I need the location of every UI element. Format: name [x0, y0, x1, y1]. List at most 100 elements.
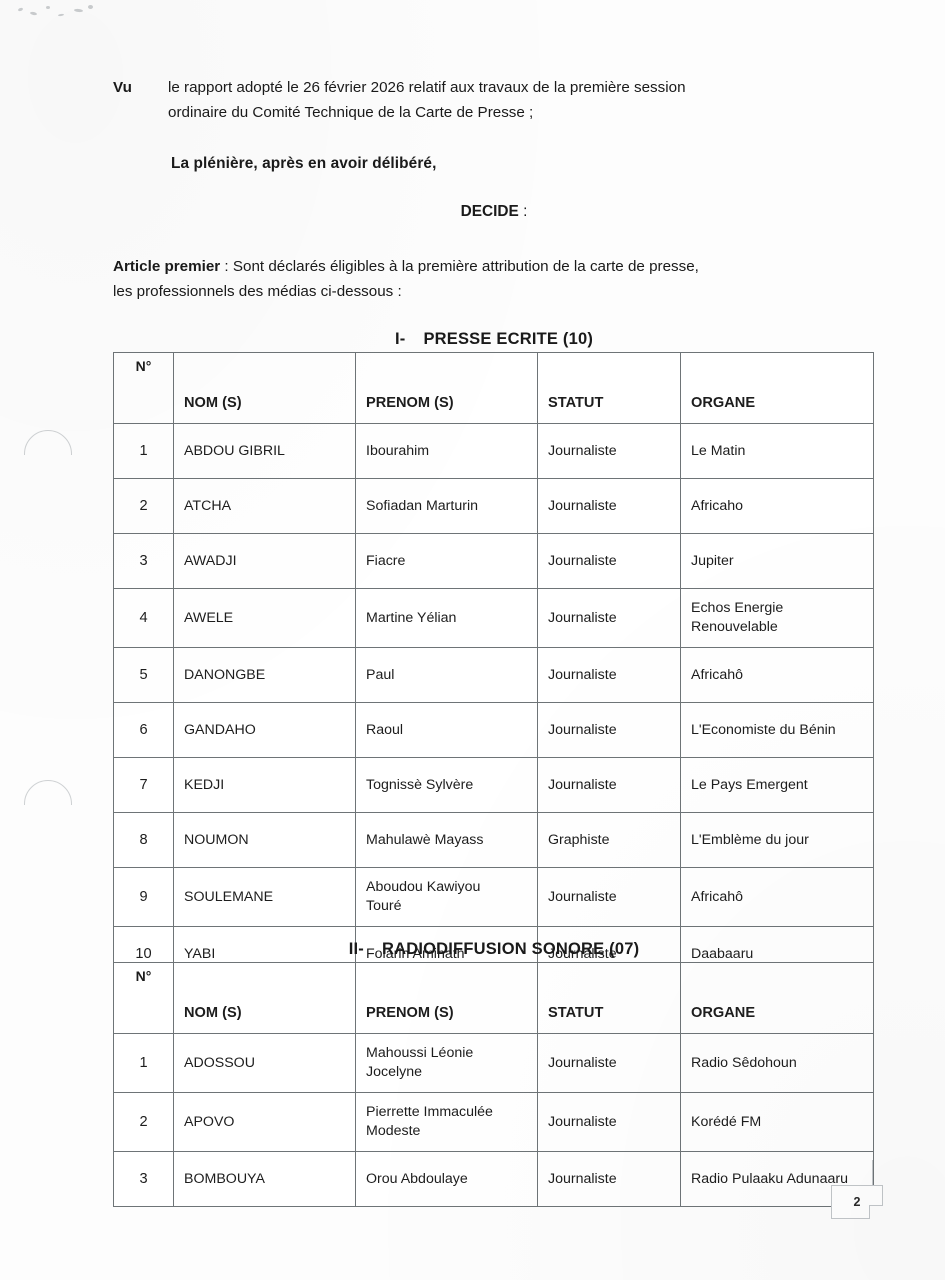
scan-speck — [57, 13, 65, 17]
page-number-badge: 2 — [831, 1185, 883, 1219]
cell-nom: KEDJI — [173, 757, 356, 813]
cell-statut: Journaliste — [537, 478, 681, 534]
cell-statut: Graphiste — [537, 812, 681, 868]
scan-speck — [88, 5, 93, 9]
cell-organe: Africaho — [680, 478, 874, 534]
cell-numero: 8 — [113, 812, 174, 868]
page-number-connector — [872, 1160, 873, 1186]
cell-statut: Journaliste — [537, 533, 681, 589]
cell-prenom: Paul — [355, 647, 538, 703]
cell-organe: Africahô — [680, 867, 874, 927]
cell-numero: 9 — [113, 867, 174, 927]
table-header-row: N° NOM (S) PRENOM (S) STATUT ORGANE — [113, 352, 874, 424]
cell-statut: Journaliste — [537, 1092, 681, 1152]
cell-statut: Journaliste — [537, 588, 681, 648]
cell-prenom: Sofiadan Marturin — [355, 478, 538, 534]
cell-statut: Journaliste — [537, 757, 681, 813]
table-row: 2 APOVO Pierrette Immaculée Modeste Jour… — [113, 1092, 874, 1152]
section-roman-numeral: II- — [348, 940, 364, 958]
cell-nom: ATCHA — [173, 478, 356, 534]
cell-nom: AWELE — [173, 588, 356, 648]
scan-speck — [17, 7, 24, 12]
cell-organe: Le Pays Emergent — [680, 757, 874, 813]
col-header-organe: ORGANE — [680, 352, 874, 424]
cell-organe: Le Matin — [680, 423, 874, 479]
table-row: 3 AWADJI Fiacre Journaliste Jupiter — [113, 533, 874, 589]
cell-nom: SOULEMANE — [173, 867, 356, 927]
article-label: Article premier — [113, 258, 221, 275]
cell-organe: Radio Pulaaku Adunaaru — [680, 1151, 874, 1207]
cell-prenom: Aboudou Kawiyou Touré — [355, 867, 538, 927]
table-row: 2 ATCHA Sofiadan Marturin Journaliste Af… — [113, 478, 874, 534]
cell-numero: 6 — [113, 702, 174, 758]
cell-organe: Africahô — [680, 647, 874, 703]
scan-speck — [73, 8, 84, 13]
cell-nom: DANONGBE — [173, 647, 356, 703]
cell-nom: NOUMON — [173, 812, 356, 868]
cell-prenom-line-2: Touré — [366, 898, 402, 914]
decide-colon: : — [518, 203, 528, 220]
section-title-text: RADIODIFFUSION SONORE (07) — [381, 940, 640, 958]
col-header-nom: NOM (S) — [173, 352, 356, 424]
cell-organe: Jupiter — [680, 533, 874, 589]
col-header-prenom: PRENOM (S) — [355, 352, 538, 424]
vu-line-1: le rapport adopté le 26 février 2026 rel… — [168, 79, 686, 96]
article-paragraph: Article premier : Sont déclarés éligible… — [113, 254, 875, 304]
cell-prenom: Ibourahim — [355, 423, 538, 479]
cell-prenom-line-1: Pierrette Immaculée — [366, 1104, 493, 1120]
section-title-text: PRESSE ECRITE (10) — [423, 330, 594, 348]
vu-line-2: ordinaire du Comité Technique de la Cart… — [168, 104, 534, 121]
table-row: 9 SOULEMANE Aboudou Kawiyou Touré Journa… — [113, 867, 874, 927]
decide-word: DECIDE — [460, 203, 519, 220]
cell-statut: Journaliste — [537, 867, 681, 927]
cell-numero: 3 — [113, 1151, 174, 1207]
vu-text: le rapport adopté le 26 février 2026 rel… — [168, 75, 875, 125]
table-row: 1 ADOSSOU Mahoussi Léonie Jocelyne Journ… — [113, 1033, 874, 1093]
section-title-presse-ecrite: I- PRESSE ECRITE (10) — [113, 330, 875, 349]
vu-paragraph: Vu le rapport adopté le 26 février 2026 … — [113, 75, 875, 125]
cell-numero: 4 — [113, 588, 174, 648]
cell-organe: L'Economiste du Bénin — [680, 702, 874, 758]
cell-nom: BOMBOUYA — [173, 1151, 356, 1207]
article-line-1: : Sont déclarés éligibles à la première … — [220, 258, 699, 275]
table-radiodiffusion-sonore: N° NOM (S) PRENOM (S) STATUT ORGANE 1 AD… — [113, 962, 874, 1207]
vu-label: Vu — [113, 79, 132, 96]
table-row: 5 DANONGBE Paul Journaliste Africahô — [113, 647, 874, 703]
table-row: 4 AWELE Martine Yélian Journaliste Echos… — [113, 588, 874, 648]
cell-prenom: Mahoussi Léonie Jocelyne — [355, 1033, 538, 1093]
cell-prenom: Tognissè Sylvère — [355, 757, 538, 813]
cell-prenom-line-2: Jocelyne — [366, 1064, 422, 1080]
scan-speck — [29, 11, 38, 16]
cell-organe: Echos Energie Renouvelable — [680, 588, 874, 648]
cell-statut: Journaliste — [537, 647, 681, 703]
col-header-nom: NOM (S) — [173, 962, 356, 1034]
cell-prenom: Martine Yélian — [355, 588, 538, 648]
table-row: 8 NOUMON Mahulawè Mayass Graphiste L'Emb… — [113, 812, 874, 868]
cell-numero: 3 — [113, 533, 174, 589]
cell-prenom: Pierrette Immaculée Modeste — [355, 1092, 538, 1152]
cell-prenom: Fiacre — [355, 533, 538, 589]
cell-prenom-line-1: Mahoussi Léonie — [366, 1045, 474, 1061]
cell-nom: GANDAHO — [173, 702, 356, 758]
cell-statut: Journaliste — [537, 423, 681, 479]
section-roman-numeral: I- — [394, 330, 406, 348]
col-header-numero: N° — [113, 352, 174, 424]
cell-numero: 1 — [113, 1033, 174, 1093]
cell-numero: 1 — [113, 423, 174, 479]
table-header-row: N° NOM (S) PRENOM (S) STATUT ORGANE — [113, 962, 874, 1034]
cell-statut: Journaliste — [537, 1151, 681, 1207]
cell-prenom-line-2: Modeste — [366, 1123, 421, 1139]
hole-punch-mark — [24, 430, 72, 455]
col-header-statut: STATUT — [537, 962, 681, 1034]
cell-organe-line-2: Renouvelable — [691, 619, 778, 635]
pleniere-statement: La plénière, après en avoir délibéré, — [171, 155, 437, 172]
cell-nom: ABDOU GIBRIL — [173, 423, 356, 479]
cell-prenom: Mahulawè Mayass — [355, 812, 538, 868]
cell-numero: 5 — [113, 647, 174, 703]
table-row: 3 BOMBOUYA Orou Abdoulaye Journaliste Ra… — [113, 1151, 874, 1207]
cell-numero: 2 — [113, 478, 174, 534]
cell-organe: L'Emblème du jour — [680, 812, 874, 868]
scan-speck — [46, 6, 50, 9]
cell-statut: Journaliste — [537, 702, 681, 758]
